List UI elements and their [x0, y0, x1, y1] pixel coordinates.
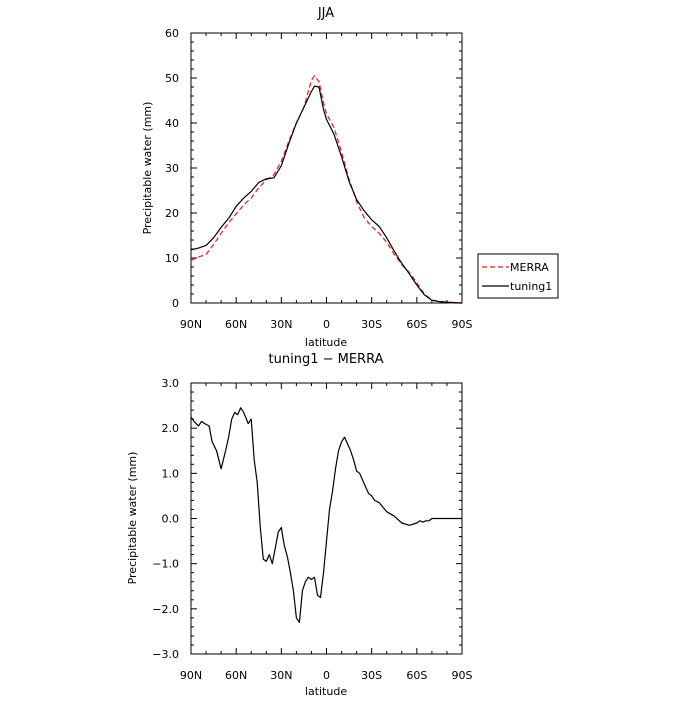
y-tick-label: 0.0 — [162, 513, 180, 526]
y-tick-label: 10 — [165, 252, 179, 265]
chart-title: tuning1 − MERRA — [269, 352, 384, 367]
y-tick-label: −1.0 — [152, 558, 179, 571]
x-tick-label: 30S — [361, 669, 382, 682]
y-tick-label: 20 — [165, 207, 179, 220]
legend: MERRA tuning1 — [477, 253, 559, 299]
plot-frame — [190, 382, 463, 655]
y-tick-label: 30 — [165, 162, 179, 175]
chart-title: JJA — [317, 6, 334, 21]
y-tick-labels: 0 10 20 30 40 50 60 — [165, 27, 179, 310]
x-tick-labels: 90N 60N 30N 0 30S 60S 90S — [180, 318, 473, 331]
x-tick-label: 60S — [406, 318, 427, 331]
panel-jja: JJA 90N 60N 30N 0 30S 60S 90S 0 10 20 30 40 50 60 la… — [141, 6, 559, 349]
x-tick-label: 30S — [361, 318, 382, 331]
series-line-merra — [190, 75, 462, 304]
y-tick-label: 60 — [165, 27, 179, 40]
x-tick-labels: 90N 60N 30N 0 30S 60S 90S — [180, 669, 473, 682]
series-lines — [190, 75, 463, 304]
y-tick-labels: −3.0 −2.0 −1.0 0.0 1.0 2.0 3.0 — [152, 377, 179, 661]
y-tick-label: 0 — [172, 297, 179, 310]
y-tick-label: 50 — [165, 72, 179, 85]
axis-ticks — [190, 32, 463, 304]
x-tick-label: 90N — [180, 669, 202, 682]
x-tick-label: 90S — [452, 318, 473, 331]
x-tick-label: 60S — [406, 669, 427, 682]
axis-ticks — [190, 382, 463, 655]
y-axis-label: Precipitable water (mm) — [141, 102, 154, 235]
y-tick-label: −3.0 — [152, 648, 179, 661]
series-line-difference — [190, 407, 462, 624]
y-tick-label: 1.0 — [162, 467, 180, 480]
legend-label-tuning1: tuning1 — [510, 280, 552, 293]
legend-box — [477, 253, 559, 299]
series-line-tuning1 — [190, 85, 463, 304]
x-tick-label: 60N — [225, 318, 247, 331]
x-axis-label: latitude — [305, 336, 347, 349]
x-tick-label: 60N — [225, 669, 247, 682]
x-tick-label: 0 — [323, 669, 330, 682]
y-tick-label: 40 — [165, 117, 179, 130]
legend-label-merra: MERRA — [510, 261, 549, 274]
x-tick-label: 30N — [270, 318, 292, 331]
x-tick-label: 30N — [270, 669, 292, 682]
panel-difference: tuning1 − MERRA 90N 60N 30N 0 30S 60S 90S −3.0… — [126, 352, 473, 698]
x-tick-label: 90N — [180, 318, 202, 331]
y-tick-label: −2.0 — [152, 603, 179, 616]
y-tick-label: 3.0 — [162, 377, 180, 390]
x-axis-label: latitude — [305, 685, 347, 698]
x-tick-label: 90S — [452, 669, 473, 682]
x-tick-label: 0 — [323, 318, 330, 331]
y-axis-label: Precipitable water (mm) — [126, 452, 139, 585]
y-tick-label: 2.0 — [162, 422, 180, 435]
series-lines — [190, 407, 462, 624]
plot-frame — [190, 32, 463, 304]
